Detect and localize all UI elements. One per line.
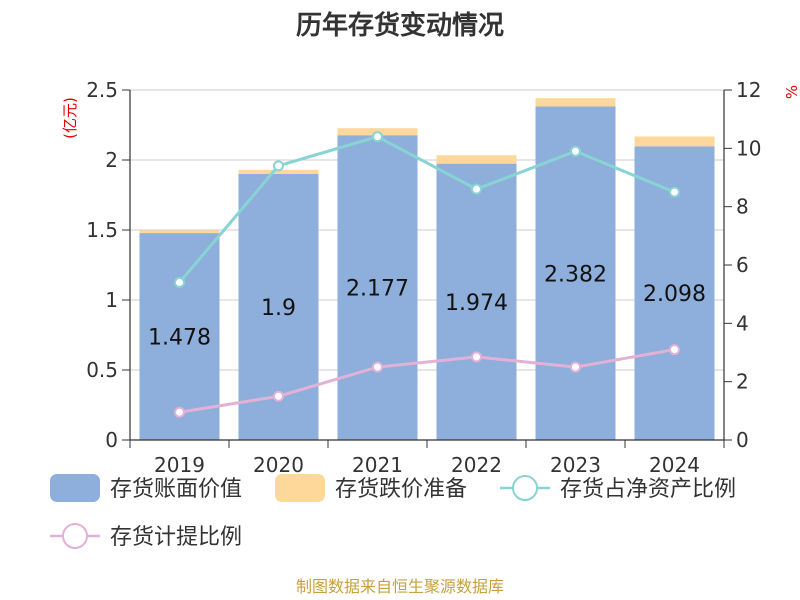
x-tick-label: 2021	[352, 453, 403, 477]
legend-swatch	[50, 474, 100, 502]
x-tick-label: 2020	[253, 453, 304, 477]
line-point-2-2023	[570, 145, 581, 157]
legend-marker	[62, 523, 88, 549]
legend-label: 存货账面价值	[110, 477, 242, 502]
bar-1-2022	[436, 155, 517, 164]
left-tick-label: 0	[105, 428, 118, 452]
bar-data-label: 2.098	[643, 282, 706, 307]
bars: 1.478 1.9 2.177 1.974 2.382 2.098	[139, 98, 715, 441]
right-tick-label: 10	[736, 136, 761, 160]
right-tick-label: 12	[736, 78, 761, 102]
left-axis-unit: (亿元)	[61, 97, 79, 139]
grid-lines	[130, 89, 724, 371]
lines	[174, 131, 680, 418]
line-point-3-2019	[174, 406, 185, 418]
bar-0-2019	[139, 233, 220, 440]
line-point-2-2019	[174, 277, 185, 288]
x-tick-label: 2019	[154, 453, 205, 477]
right-tick-label: 0	[736, 428, 749, 452]
bar-1-2024	[634, 136, 715, 147]
line-point-2-2024	[669, 186, 680, 198]
line-point-2-2022	[471, 183, 482, 195]
bar-data-label: 1.478	[148, 326, 211, 351]
line-point-2-2021	[372, 131, 383, 143]
bar-data-label: 2.177	[346, 277, 409, 302]
line-point-3-2020	[273, 390, 284, 402]
right-axis-unit: %	[783, 85, 800, 99]
left-tick-label: 0.5	[86, 358, 118, 382]
legend-label: 存货计提比例	[110, 525, 242, 550]
axes: 0 0.5 1 1.5 2 2.5 0 2 4 6 8 10 12 2019 2020 2021 2022 202…	[86, 78, 761, 477]
x-tick-label: 2023	[550, 453, 601, 477]
x-tick-label: 2022	[451, 453, 502, 477]
right-tick-label: 8	[736, 195, 749, 219]
chart-title: 历年存货变动情况	[296, 10, 504, 41]
left-tick-label: 2.5	[86, 78, 118, 102]
legend-marker	[512, 475, 538, 501]
right-tick-label: 6	[736, 253, 749, 277]
line-point-2-2020	[273, 160, 284, 172]
left-tick-label: 1	[105, 288, 118, 312]
bar-0-2021	[337, 135, 418, 440]
bar-0-2022	[436, 163, 517, 440]
line-point-3-2021	[372, 361, 383, 373]
left-tick-label: 1.5	[86, 218, 118, 242]
bar-1-2019	[139, 230, 220, 234]
bar-data-label: 2.382	[544, 262, 607, 287]
right-tick-label: 2	[736, 370, 749, 394]
line-point-3-2023	[570, 361, 581, 373]
line-series-3	[179, 348, 675, 414]
bar-1-2020	[238, 169, 319, 174]
left-tick-label: 2	[105, 148, 118, 172]
x-tick-label: 2024	[649, 453, 700, 477]
line-point-3-2022	[471, 351, 482, 363]
line-series-2	[178, 135, 676, 284]
legend-label: 存货跌价准备	[335, 477, 467, 502]
bar-1-2023	[535, 98, 616, 107]
line-point-3-2024	[669, 344, 680, 356]
legend-label: 存货占净资产比例	[560, 477, 736, 502]
right-tick-label: 4	[736, 311, 749, 335]
source-note: 制图数据来自恒生聚源数据库	[296, 577, 504, 596]
bar-data-label: 1.9	[261, 296, 296, 321]
legend-swatch	[275, 474, 325, 502]
bar-data-label: 1.974	[445, 291, 508, 316]
